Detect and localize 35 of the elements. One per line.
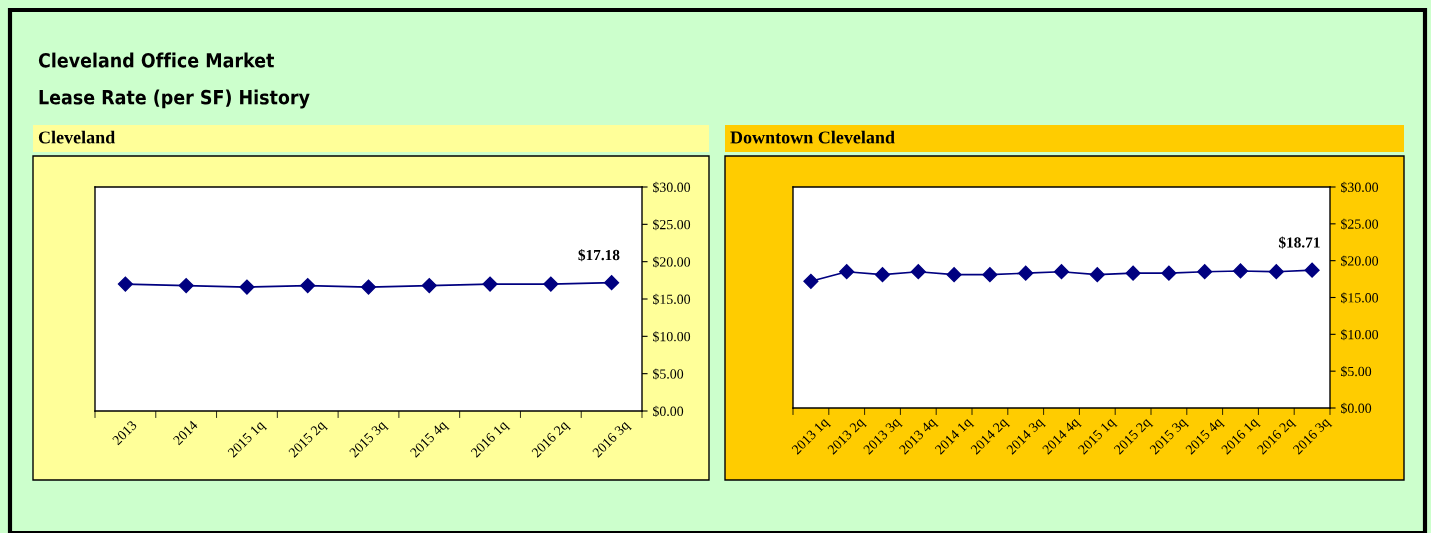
chart-title: Cleveland — [38, 130, 116, 144]
chart-title: Downtown Cleveland — [730, 130, 895, 144]
point — [946, 267, 962, 283]
point — [1018, 265, 1034, 281]
y-tick-label: $30.00 — [1341, 181, 1379, 193]
point — [839, 264, 855, 280]
point — [1268, 264, 1284, 280]
y-tick-label: $20.00 — [653, 256, 691, 268]
y-tick-label: $10.00 — [653, 331, 691, 343]
data-label: $18.71 — [1278, 236, 1320, 249]
y-tick-label: $0.00 — [653, 405, 684, 417]
point — [874, 267, 891, 283]
y-tick-label: $15.00 — [1341, 292, 1379, 304]
y-tick-label: $30.00 — [653, 181, 691, 193]
y-tick-label: $25.00 — [1341, 218, 1379, 230]
point — [1089, 267, 1105, 283]
y-tick-label: $10.00 — [1341, 329, 1379, 341]
y-tick-label: $5.00 — [1341, 365, 1372, 378]
y-tick-label: $0.00 — [1341, 402, 1372, 414]
y-tick-label: $20.00 — [1341, 255, 1379, 267]
point — [982, 267, 998, 283]
y-tick-label: $25.00 — [653, 219, 691, 231]
point — [803, 273, 819, 289]
point — [1053, 264, 1070, 280]
data-label: $17.18 — [578, 248, 620, 262]
point — [1161, 265, 1177, 281]
text: Cleveland Office Market — [38, 52, 275, 68]
y-tick-label: $5.00 — [653, 368, 684, 380]
point — [1304, 262, 1320, 278]
text: Lease Rate (per SF) History — [39, 89, 310, 109]
point — [1197, 264, 1213, 280]
point — [910, 264, 926, 280]
point — [1125, 265, 1141, 281]
y-tick-label: $15.00 — [653, 293, 691, 305]
point — [1232, 263, 1249, 279]
